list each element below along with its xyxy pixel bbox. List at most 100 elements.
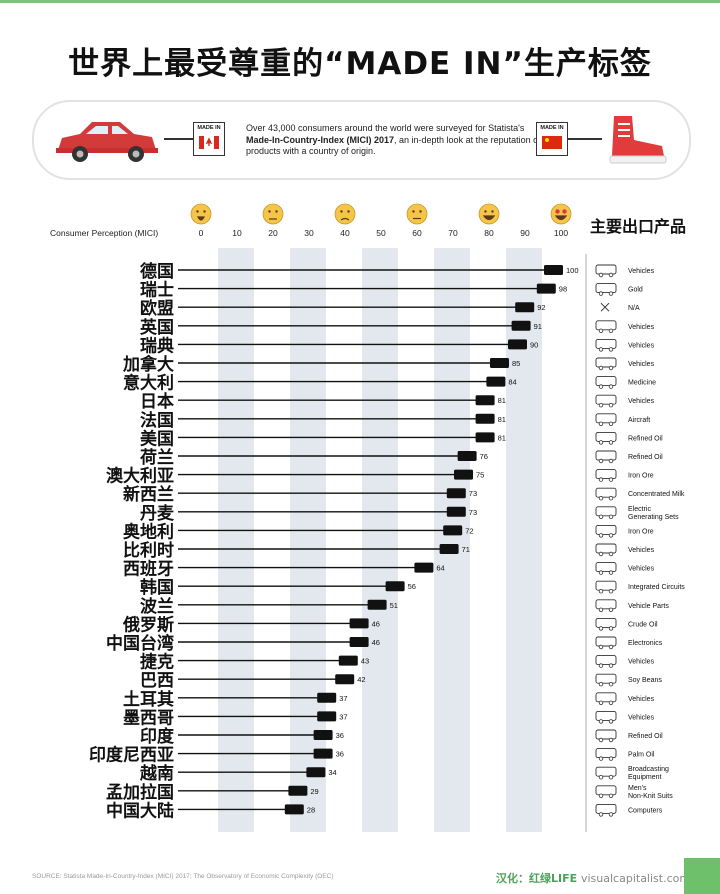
export-label: Electric Generating Sets bbox=[628, 506, 679, 521]
x-tick-label: 40 bbox=[340, 228, 350, 238]
country-label: 美国 bbox=[140, 428, 174, 449]
value-label: 37 bbox=[339, 694, 347, 703]
bar-cap bbox=[317, 692, 337, 703]
value-label: 71 bbox=[462, 545, 470, 554]
value-label: 91 bbox=[534, 322, 542, 331]
bar-cap bbox=[446, 488, 466, 499]
x-tick-label: 10 bbox=[232, 228, 242, 238]
airplane-icon bbox=[595, 413, 617, 426]
export-label: Palm Oil bbox=[628, 752, 655, 759]
gold-bars-icon bbox=[595, 283, 617, 296]
bar-cap bbox=[443, 525, 463, 536]
car-icon bbox=[595, 357, 617, 371]
value-label: 81 bbox=[498, 433, 506, 442]
country-label: 瑞士 bbox=[140, 280, 174, 301]
export-label: Vehicles bbox=[628, 566, 655, 573]
x-tick-label: 100 bbox=[554, 228, 568, 238]
grid-band bbox=[434, 248, 470, 832]
export-label: Vehicles bbox=[628, 696, 655, 703]
export-header: 主要出口产品 bbox=[590, 217, 686, 236]
generator-icon bbox=[595, 506, 617, 519]
country-label: 奥地利 bbox=[123, 521, 174, 542]
made-in-tag-china: MADE IN bbox=[536, 122, 568, 156]
country-label: 加拿大 bbox=[122, 354, 174, 375]
value-label: 29 bbox=[310, 787, 318, 796]
country-label: 德国 bbox=[140, 261, 174, 282]
heart-eyes-face-icon bbox=[550, 203, 572, 225]
value-label: 46 bbox=[372, 638, 380, 647]
electronics-icon bbox=[595, 636, 617, 650]
value-label: 51 bbox=[390, 601, 398, 610]
bar-cap bbox=[475, 413, 495, 424]
country-label: 法国 bbox=[140, 410, 174, 431]
milk-icon bbox=[595, 487, 617, 501]
bar-cap bbox=[313, 748, 333, 759]
value-label: 73 bbox=[469, 508, 477, 517]
export-label: Electronics bbox=[628, 640, 663, 647]
grinning-face-icon bbox=[478, 203, 500, 225]
bar-cap bbox=[367, 599, 387, 610]
value-label: 36 bbox=[336, 731, 344, 740]
x-tick-label: 0 bbox=[199, 228, 204, 238]
chip-icon bbox=[595, 580, 617, 594]
value-label: 81 bbox=[498, 415, 506, 424]
mici-chart: Consumer Perception (MICI) 0 10 20 30 40 50 60 7… bbox=[50, 203, 686, 832]
value-label: 43 bbox=[361, 657, 369, 666]
grid-band bbox=[218, 248, 254, 832]
export-label: Soy Beans bbox=[628, 677, 662, 684]
country-label: 土耳其 bbox=[123, 689, 174, 710]
bar-cap bbox=[349, 618, 369, 629]
oil-tanker-icon bbox=[595, 450, 617, 464]
value-label: 64 bbox=[436, 564, 444, 573]
made-in-tag-label: MADE IN bbox=[197, 125, 221, 131]
country-label: 意大利 bbox=[123, 373, 174, 394]
value-label: 92 bbox=[537, 303, 545, 312]
export-label: Men's Non-Knit Suits bbox=[628, 785, 673, 800]
x-axis-label: Consumer Perception (MICI) bbox=[50, 228, 158, 238]
value-label: 56 bbox=[408, 582, 416, 591]
bar-cap bbox=[486, 376, 506, 387]
export-label: Refined Oil bbox=[628, 435, 663, 442]
source-note: SOURCE: Statista Made-In-Country-Index (… bbox=[32, 873, 334, 880]
sneaker-illustration bbox=[609, 116, 667, 164]
value-label: 100 bbox=[566, 266, 579, 275]
translation-credit: 汉化：红绿LIFE bbox=[496, 872, 578, 885]
country-label: 巴西 bbox=[140, 671, 174, 691]
value-label: 36 bbox=[336, 750, 344, 759]
x-tick-label: 60 bbox=[412, 228, 422, 238]
export-label: Vehicles bbox=[628, 659, 655, 666]
intro-panel: MADE IN Over 43,000 consumers around the… bbox=[32, 100, 691, 180]
medicine-icon bbox=[595, 376, 617, 389]
export-label: Vehicles bbox=[628, 268, 655, 275]
bar-cap bbox=[288, 785, 308, 796]
visualcapitalist-link[interactable]: visualcapitalist.com bbox=[580, 872, 691, 885]
export-label: Vehicles bbox=[628, 342, 655, 349]
car-icon bbox=[595, 338, 617, 352]
bar-cap bbox=[454, 469, 473, 480]
x-tick-label: 90 bbox=[520, 228, 530, 238]
car-icon bbox=[595, 543, 617, 557]
export-label: Refined Oil bbox=[628, 733, 663, 740]
export-label: Medicine bbox=[628, 380, 656, 387]
country-label: 印度尼西亚 bbox=[89, 745, 174, 766]
bar-cap bbox=[511, 320, 531, 331]
grid-band bbox=[362, 248, 398, 832]
canada-flag-icon bbox=[199, 136, 219, 149]
country-label: 荷兰 bbox=[140, 447, 174, 468]
bar-cap bbox=[313, 730, 333, 740]
value-label: 90 bbox=[530, 340, 538, 349]
value-label: 84 bbox=[508, 378, 516, 387]
export-label: Iron Ore bbox=[628, 528, 654, 535]
bar-cap bbox=[414, 562, 434, 573]
country-label: 韩国 bbox=[140, 577, 174, 598]
car-icon bbox=[595, 692, 617, 705]
export-label: Vehicle Parts bbox=[628, 603, 669, 610]
x-tick-label: 80 bbox=[484, 228, 494, 238]
made-in-tag-canada: MADE IN bbox=[193, 122, 225, 156]
country-label: 中国大陆 bbox=[106, 800, 174, 821]
export-label: Vehicles bbox=[628, 324, 655, 331]
country-label: 捷克 bbox=[140, 652, 174, 673]
export-label: Vehicles bbox=[628, 547, 655, 554]
value-label: 98 bbox=[559, 285, 567, 294]
export-label: Crude Oil bbox=[628, 621, 658, 628]
